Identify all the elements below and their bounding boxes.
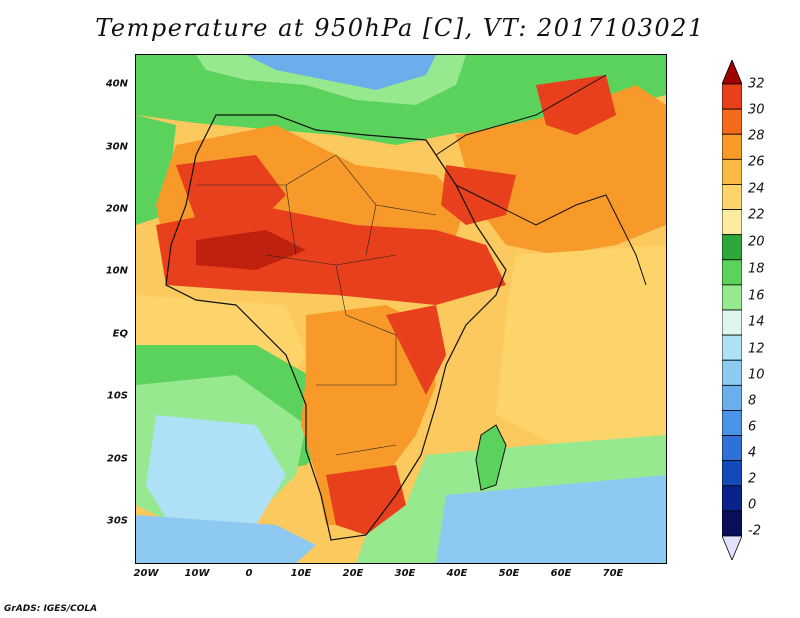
lat-label: 20S — [106, 453, 128, 465]
southern-africa-warm — [301, 305, 436, 525]
colorbar-min-arrow — [722, 535, 742, 560]
madagascar-coastline — [475, 424, 507, 491]
colorbar-label: 10 — [748, 367, 765, 383]
colorbar-label: 20 — [748, 234, 765, 250]
lon-label: 50E — [498, 568, 520, 579]
colorbar-box — [722, 460, 742, 487]
indian-ocean-mild — [496, 245, 666, 445]
colorbar-label: 12 — [748, 341, 765, 357]
colorbar-label: 26 — [748, 154, 765, 170]
iran-hot — [536, 75, 616, 135]
colorbar-box — [722, 510, 742, 537]
colorbar-box — [722, 284, 742, 311]
colorbar-box — [722, 108, 742, 135]
colorbar-box — [722, 83, 742, 110]
lon-label: 0 — [245, 568, 253, 579]
colorbar-box — [722, 435, 742, 462]
arabia-hot — [441, 165, 516, 225]
colorbar-box — [722, 485, 742, 512]
colorbar-box — [722, 234, 742, 261]
colorbar-max-arrow — [722, 60, 742, 85]
south-africa-hot — [326, 465, 406, 535]
south-atlantic-deepblue — [136, 515, 316, 563]
lon-label: 40E — [446, 568, 468, 579]
chart-title: Temperature at 950hPa [C], VT: 201710302… — [95, 14, 705, 42]
sahel-hot — [156, 205, 506, 305]
colorbar-box — [722, 359, 742, 386]
lon-label: 30E — [394, 568, 416, 579]
south-indian-blue — [436, 475, 666, 563]
colorbar-label: 14 — [748, 314, 765, 330]
lon-label: 70E — [602, 568, 624, 579]
colorbar-box — [722, 209, 742, 236]
colorbar-label: 0 — [748, 497, 757, 513]
temperature-map — [135, 54, 667, 564]
lon-label: 60E — [550, 568, 572, 579]
colorbar-label: 8 — [748, 393, 757, 409]
colorbar-label: 16 — [748, 288, 765, 304]
lat-label: EQ — [112, 328, 128, 340]
lon-label: 20W — [133, 568, 159, 579]
colorbar-label: 28 — [748, 128, 765, 144]
colorbar-box — [722, 158, 742, 185]
colorbar-box — [722, 410, 742, 436]
country-borders — [196, 154, 437, 456]
colorbar-label: 22 — [748, 207, 765, 223]
colorbar-label: 6 — [748, 419, 757, 435]
colorbar — [722, 60, 742, 560]
lat-label: 10S — [106, 390, 128, 402]
lat-label: 40N — [105, 78, 128, 90]
colorbar-label: 24 — [748, 181, 765, 197]
colorbar-box — [722, 334, 742, 361]
colorbar-box — [722, 133, 742, 160]
colorbar-box — [722, 384, 742, 411]
arabia-warm — [456, 85, 666, 255]
middle-east-coastline — [435, 74, 607, 156]
lat-label: 10N — [105, 265, 128, 277]
lat-label: 20N — [105, 203, 128, 215]
colorbar-label: -2 — [748, 523, 761, 539]
africa-coastline — [165, 114, 507, 541]
colorbar-label: 2 — [748, 471, 757, 487]
colorbar-label: 18 — [748, 261, 765, 277]
lon-label: 10W — [184, 568, 210, 579]
westafrica-peak — [196, 230, 306, 270]
lon-label: 20E — [342, 568, 364, 579]
colorbar-label: 32 — [748, 76, 765, 92]
mali-hot — [176, 155, 286, 225]
lat-label: 30S — [106, 515, 128, 527]
east-africa-hot — [386, 305, 446, 395]
colorbar-box — [722, 184, 742, 210]
south-atlantic-blue — [146, 415, 286, 535]
europe-blue — [246, 55, 436, 90]
colorbar-label: 4 — [748, 445, 757, 461]
lon-label: 10E — [290, 568, 312, 579]
arabia-coastline — [455, 184, 647, 286]
temperature-field — [136, 55, 666, 563]
colorbar-label: 30 — [748, 102, 765, 118]
lat-label: 30N — [105, 141, 128, 153]
colorbar-box — [722, 309, 742, 336]
footer-credit: GrADS: IGES/COLA — [4, 604, 98, 614]
colorbar-box — [722, 259, 742, 286]
